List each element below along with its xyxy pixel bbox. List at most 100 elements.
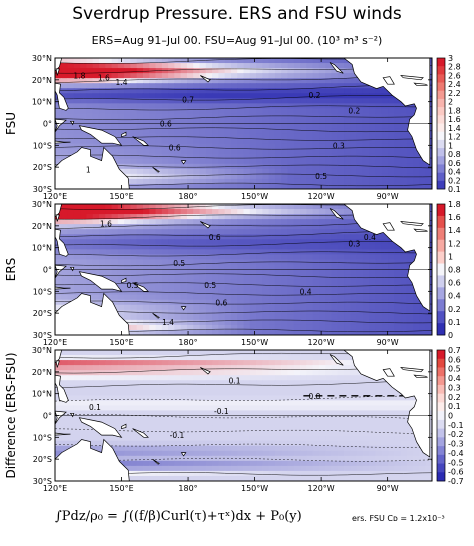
field-cell (142, 395, 150, 401)
field-cell (237, 314, 245, 321)
field-cell (186, 360, 194, 366)
field-cell (306, 304, 314, 311)
field-cell (230, 204, 238, 210)
field-cell (168, 183, 175, 189)
field-cell (249, 405, 257, 412)
field-cell (86, 58, 94, 64)
field-cell (268, 400, 276, 407)
field-cell (224, 395, 232, 401)
field-cell (394, 158, 402, 165)
field-cell (205, 108, 213, 115)
field-cell (168, 324, 175, 331)
field-cell (161, 128, 169, 135)
field-cell (274, 143, 282, 150)
field-cell (306, 68, 314, 74)
field-cell (230, 234, 238, 240)
field-cell (281, 420, 289, 427)
field-cell (249, 219, 257, 225)
field-cell (337, 450, 345, 457)
field-cell (306, 465, 314, 472)
field-cell (300, 224, 307, 230)
field-cell (161, 304, 169, 311)
field-cell (344, 73, 351, 79)
field-cell (337, 425, 345, 432)
field-cell (180, 274, 188, 281)
field-cell (262, 264, 270, 271)
field-cell (136, 158, 144, 165)
field-cell (337, 224, 345, 230)
field-cell (174, 410, 182, 417)
field-cell (287, 475, 295, 481)
field-cell (369, 420, 377, 427)
field-cell (111, 78, 119, 84)
field-cell (136, 455, 144, 462)
field-cell (381, 440, 389, 447)
field-cell (362, 410, 370, 417)
field-cell (344, 163, 351, 170)
field-cell (249, 420, 257, 427)
colorbar-swatch (437, 139, 445, 149)
field-cell (92, 284, 100, 291)
field-cell (381, 249, 389, 255)
field-cell (98, 93, 106, 99)
field-cell (362, 163, 370, 170)
field-cell (388, 93, 395, 99)
field-cell (193, 395, 201, 401)
field-cell (318, 234, 326, 240)
field-cell (369, 324, 377, 331)
colorbar-swatch (437, 367, 445, 377)
field-cell (136, 309, 144, 316)
field-cell (80, 214, 88, 220)
field-cell (92, 88, 100, 94)
field-cell (199, 103, 207, 109)
field-cell (180, 68, 188, 74)
field-cell (161, 465, 169, 472)
field-cell (331, 264, 339, 271)
field-cell (168, 229, 175, 235)
field-cell (149, 294, 157, 301)
field-cell (186, 430, 194, 437)
field-cell (344, 410, 351, 417)
field-cell (199, 319, 207, 326)
field-cell (325, 103, 333, 109)
field-cell (124, 153, 131, 160)
field-cell (306, 138, 314, 145)
field-cell (105, 420, 113, 427)
field-cell (262, 183, 270, 189)
x-tick-label: 120°W (308, 338, 335, 347)
land-mass (325, 204, 431, 312)
field-cell (243, 103, 251, 109)
field-cell (80, 209, 88, 215)
field-cell (111, 204, 119, 210)
field-cell (136, 329, 144, 335)
field-cell (130, 244, 138, 250)
field-cell (375, 103, 383, 109)
field-cell (205, 450, 213, 457)
field-cell (356, 118, 364, 125)
field-cell (362, 299, 370, 306)
field-cell (142, 440, 150, 447)
field-cell (199, 430, 207, 437)
field-cell (230, 269, 238, 276)
field-cell (337, 103, 345, 109)
field-cell (130, 78, 138, 84)
field-cell (67, 440, 75, 447)
field-cell (281, 400, 289, 407)
field-cell (262, 93, 270, 99)
field-cell (293, 420, 301, 427)
field-cell (180, 470, 188, 477)
field-cell (218, 445, 226, 452)
field-cell (86, 113, 94, 120)
field-cell (262, 405, 270, 412)
field-cell (142, 209, 150, 215)
field-cell (149, 239, 157, 245)
field-cell (274, 370, 282, 376)
field-cell (67, 365, 75, 371)
field-cell (274, 395, 282, 401)
field-cell (224, 83, 232, 89)
field-cell (180, 103, 188, 109)
field-cell (199, 123, 207, 130)
field-cell (256, 299, 263, 306)
field-cell (312, 460, 320, 467)
field-cell (388, 249, 395, 255)
